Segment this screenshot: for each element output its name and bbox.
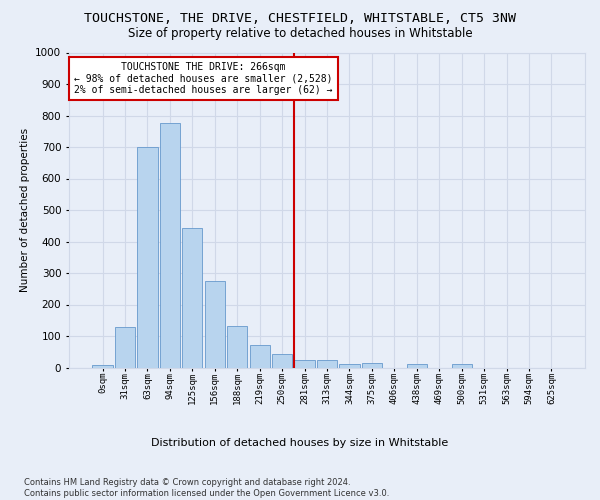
Bar <box>227 326 247 368</box>
Bar <box>295 360 314 368</box>
Bar <box>250 346 270 368</box>
Text: Size of property relative to detached houses in Whitstable: Size of property relative to detached ho… <box>128 28 472 40</box>
Bar <box>160 124 180 368</box>
Bar <box>137 147 158 368</box>
Bar <box>362 363 382 368</box>
Bar <box>407 364 427 368</box>
Bar <box>205 281 225 368</box>
Bar <box>92 365 113 368</box>
Text: Distribution of detached houses by size in Whitstable: Distribution of detached houses by size … <box>151 438 449 448</box>
Bar <box>182 228 202 368</box>
Text: Contains HM Land Registry data © Crown copyright and database right 2024.
Contai: Contains HM Land Registry data © Crown c… <box>24 478 389 498</box>
Bar <box>452 364 472 368</box>
Bar <box>115 327 135 368</box>
Bar <box>340 364 359 368</box>
Text: TOUCHSTONE THE DRIVE: 266sqm
← 98% of detached houses are smaller (2,528)
2% of : TOUCHSTONE THE DRIVE: 266sqm ← 98% of de… <box>74 62 333 95</box>
Y-axis label: Number of detached properties: Number of detached properties <box>20 128 29 292</box>
Bar <box>272 354 292 368</box>
Bar <box>317 360 337 368</box>
Text: TOUCHSTONE, THE DRIVE, CHESTFIELD, WHITSTABLE, CT5 3NW: TOUCHSTONE, THE DRIVE, CHESTFIELD, WHITS… <box>84 12 516 26</box>
